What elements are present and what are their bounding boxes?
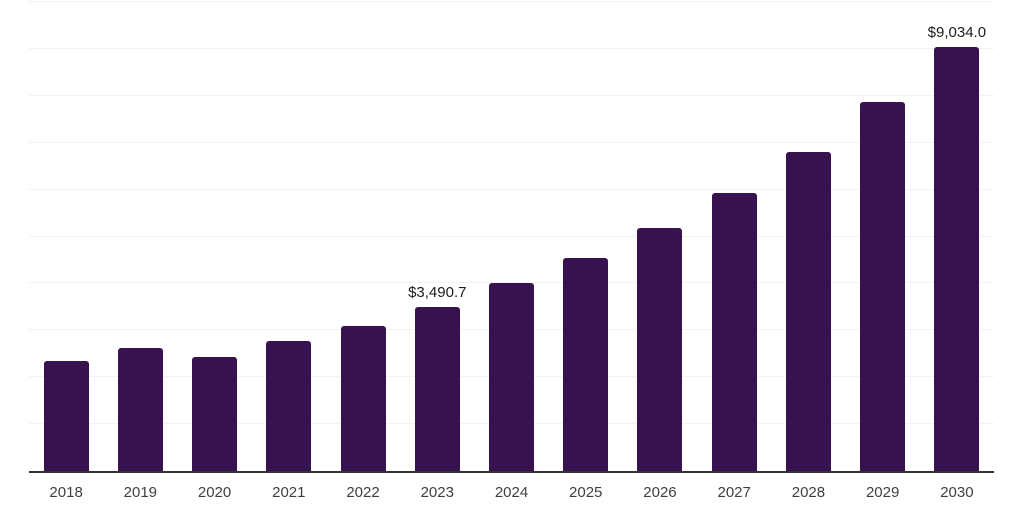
bar-2029 bbox=[860, 102, 906, 471]
x-axis-tick-label-2024: 2024 bbox=[494, 484, 529, 501]
gridline bbox=[29, 1, 994, 2]
gridline bbox=[29, 235, 994, 237]
plot-area: $3,490.7 $9,034.0 bbox=[29, 0, 994, 471]
x-axis-tick-label-2026: 2026 bbox=[643, 484, 677, 501]
bar-2027 bbox=[711, 192, 757, 471]
bar-2023 bbox=[414, 307, 460, 471]
bar-2030 bbox=[934, 47, 980, 471]
gridline bbox=[29, 141, 994, 143]
gridline bbox=[29, 188, 994, 190]
x-axis-tick-label-2025: 2025 bbox=[569, 484, 603, 501]
x-axis-tick-label-2023: 2023 bbox=[420, 484, 454, 501]
x-axis-tick-label-2020: 2020 bbox=[197, 484, 232, 501]
bar-2026 bbox=[637, 228, 683, 471]
x-axis-tick-label-2022: 2022 bbox=[346, 484, 380, 501]
x-axis-tick-label-2030: 2030 bbox=[940, 484, 974, 501]
x-axis-tick-label-2028: 2028 bbox=[791, 484, 826, 501]
x-axis-tick-label-2019: 2019 bbox=[123, 484, 158, 501]
gridline bbox=[29, 282, 994, 284]
x-axis-tick-label-2027: 2027 bbox=[717, 484, 751, 501]
x-axis-tick-label-2029: 2029 bbox=[865, 484, 900, 501]
bar-2025 bbox=[563, 258, 609, 471]
bar-2018 bbox=[43, 361, 89, 471]
gridline bbox=[29, 47, 994, 49]
bar-value-label-2030: $9,034.0 bbox=[927, 24, 987, 42]
bar-2021 bbox=[266, 341, 312, 471]
bar-2028 bbox=[785, 151, 831, 471]
x-axis-line bbox=[29, 471, 994, 473]
bar-2019 bbox=[117, 347, 163, 471]
bar-2020 bbox=[192, 356, 238, 471]
bar-value-label-2023: $3,490.7 bbox=[408, 284, 467, 302]
x-axis-tick-label-2021: 2021 bbox=[272, 484, 306, 501]
gridline bbox=[29, 94, 994, 96]
bar-2024 bbox=[489, 283, 534, 471]
bar-2022 bbox=[340, 326, 386, 471]
x-axis-tick-label-2018: 2018 bbox=[49, 484, 83, 501]
